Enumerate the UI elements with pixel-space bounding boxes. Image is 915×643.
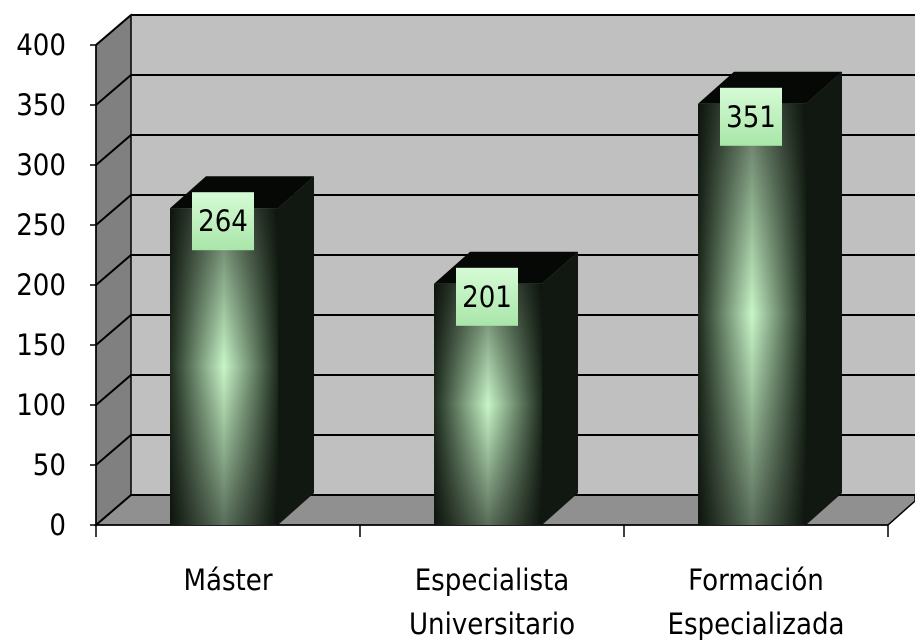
x-category-label: Especialista [415, 563, 570, 597]
gridline-side [95, 14, 132, 46]
gridline-side [95, 74, 132, 106]
data-label: 201 [456, 267, 518, 326]
data-label-box [720, 87, 782, 146]
data-label-box [456, 267, 518, 326]
gridline-side [95, 314, 132, 346]
y-tick-label: 250 [16, 208, 66, 242]
y-tick-label: 200 [16, 268, 66, 302]
data-label-text: 264 [198, 204, 248, 238]
y-tick-label: 350 [16, 88, 66, 122]
bar-front-shade [698, 103, 806, 526]
data-label-text: 201 [462, 280, 512, 314]
data-label-box [192, 192, 254, 251]
data-label-text: 351 [726, 100, 776, 134]
data-label: 264 [192, 192, 254, 251]
gridline-side [95, 194, 132, 226]
x-axis-labels: Máster Especialista Universitario Formación… [183, 563, 844, 641]
y-tick-label: 400 [16, 28, 66, 62]
x-category-label: Formación [688, 563, 824, 597]
bar-side-face [542, 251, 578, 526]
bar-front-shade [170, 208, 278, 525]
bars: 264 201 351 [170, 71, 842, 526]
y-tick-label: 0 [49, 508, 66, 542]
y-tick-label: 50 [33, 448, 66, 482]
gridline-side [95, 134, 132, 166]
x-category-label: Especializada [667, 607, 844, 641]
bar [698, 71, 842, 526]
y-axis-ticks: 0 50 100 150 200 250 300 350 400 [16, 28, 96, 542]
bar-side-face [806, 71, 842, 526]
y-tick-label: 150 [16, 328, 66, 362]
gridline-side [95, 374, 132, 406]
y-tick-label: 300 [16, 148, 66, 182]
gridline-side [95, 254, 132, 286]
data-label: 351 [720, 87, 782, 146]
bar-side-face [278, 176, 314, 525]
bar [170, 176, 314, 525]
gridline-side [95, 434, 132, 466]
y-tick-label: 100 [16, 388, 66, 422]
x-category-label: Universitario [409, 607, 575, 641]
x-category-label: Máster [183, 563, 272, 597]
gridline-side [95, 494, 132, 526]
